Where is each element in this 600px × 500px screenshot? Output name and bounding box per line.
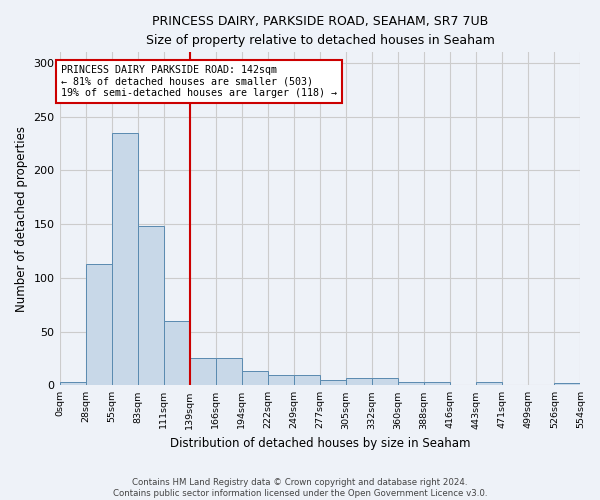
Bar (112, 133, 137, 386)
Bar (190, 358, 216, 386)
Bar (242, 372, 268, 386)
X-axis label: Distribution of detached houses by size in Seaham: Distribution of detached houses by size … (170, 437, 470, 450)
Bar (216, 358, 242, 386)
Bar (476, 382, 502, 386)
Bar (554, 383, 580, 386)
Bar (59, 382, 86, 386)
Text: Contains HM Land Registry data © Crown copyright and database right 2024.
Contai: Contains HM Land Registry data © Crown c… (113, 478, 487, 498)
Y-axis label: Number of detached properties: Number of detached properties (15, 126, 28, 312)
Title: PRINCESS DAIRY, PARKSIDE ROAD, SEAHAM, SR7 7UB
Size of property relative to deta: PRINCESS DAIRY, PARKSIDE ROAD, SEAHAM, S… (146, 15, 494, 47)
Bar (372, 378, 398, 386)
Bar (86, 264, 112, 386)
Bar (294, 374, 320, 386)
Bar (346, 378, 372, 386)
Text: PRINCESS DAIRY PARKSIDE ROAD: 142sqm
← 81% of detached houses are smaller (503)
: PRINCESS DAIRY PARKSIDE ROAD: 142sqm ← 8… (61, 65, 337, 98)
Bar (137, 226, 164, 386)
Bar (424, 382, 450, 386)
Bar (398, 382, 424, 386)
Bar (268, 374, 294, 386)
Bar (320, 380, 346, 386)
Bar (164, 321, 190, 386)
